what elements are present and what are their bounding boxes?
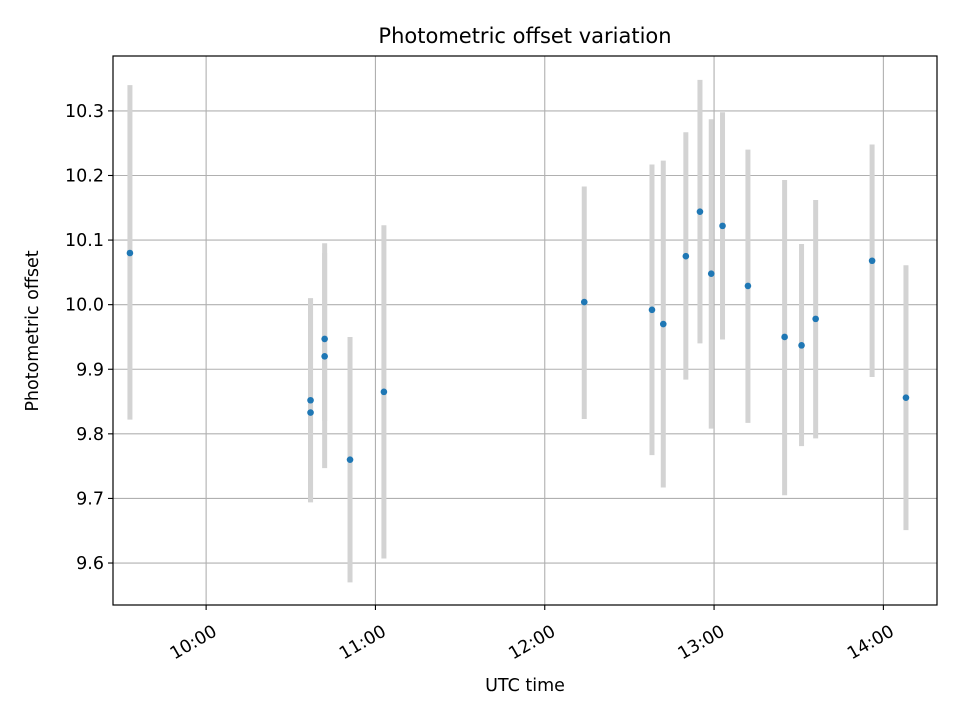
data-point <box>696 208 704 215</box>
data-point <box>321 335 328 343</box>
data-point <box>580 298 588 306</box>
y-axis-label: Photometric offset <box>23 250 43 411</box>
y-tick-label: 10.0 <box>65 296 104 316</box>
plot-frame <box>112 55 938 606</box>
y-axis-ticks: 9.6 9.7 9.8 9.9 10.0 10.1 10.2 10.3 <box>65 102 113 574</box>
y-tick-label: 9.7 <box>76 489 104 509</box>
data-point <box>902 394 910 401</box>
data-points <box>126 208 910 463</box>
data-point <box>781 333 788 341</box>
y-tick-label: 9.6 <box>76 554 104 574</box>
data-point <box>798 342 805 349</box>
y-tick-label: 9.9 <box>76 360 104 380</box>
data-point <box>868 257 876 265</box>
y-tick-label: 10.3 <box>65 102 104 122</box>
data-point <box>307 396 314 404</box>
y-tick-label: 10.2 <box>65 166 104 186</box>
y-tick-label: 10.1 <box>65 231 104 251</box>
data-point <box>659 320 667 328</box>
data-point <box>380 388 388 396</box>
x-axis-label: UTC time <box>485 676 565 696</box>
data-point <box>126 249 134 257</box>
data-point <box>744 282 752 290</box>
data-point <box>648 306 656 314</box>
data-point <box>682 252 690 260</box>
data-point <box>321 353 328 360</box>
data-point <box>812 315 819 323</box>
data-point <box>707 270 715 277</box>
y-tick-label: 9.8 <box>76 425 104 445</box>
chart-title: Photometric offset variation <box>378 24 671 48</box>
data-point <box>346 456 354 463</box>
data-point <box>307 409 314 416</box>
data-point <box>719 222 726 230</box>
